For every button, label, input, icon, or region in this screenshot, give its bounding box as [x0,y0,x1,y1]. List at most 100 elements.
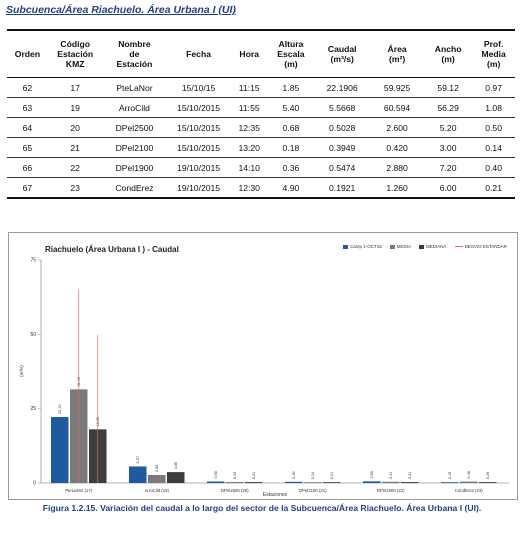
data-label: 0,39 [292,471,296,478]
data-label: 0,33 [233,472,237,479]
data-label: 0,19 [448,472,452,479]
data-label: 31,49 [77,377,81,387]
chart-bar [382,481,400,483]
col-header: Área (m²) [370,29,424,78]
chart-title: Riachuelo (Área Urbana I ) - Caudal [45,245,179,254]
table-cell: 67 [7,177,48,199]
table-cell: 15/10/2015 [166,117,231,138]
legend-label: MEDIA [396,244,412,249]
col-header: Nombre de Estación [102,29,167,78]
y-tick-label: 25 [30,406,36,412]
data-label: 5,57 [136,456,140,463]
legend-label: MEDIANA [426,244,447,249]
table-cell: 0.420 [370,137,424,158]
table-cell: 56.29 [423,97,473,118]
data-label: 0,31 [252,472,256,479]
table-cell: PteLaNor [102,77,167,98]
chart-bar [207,481,225,483]
table-row: 65 21 DPel2100 15/10/2015 13:20 0.18 0.3… [7,137,515,158]
data-label: 0,21 [330,472,334,479]
y-tick-label: 50 [30,332,36,338]
table-cell: 0.21 [472,177,515,199]
data-label: 0,50 [214,471,218,478]
legend-item: Camp 1-OCT15 [343,244,382,249]
table-cell: 14:10 [230,157,268,178]
col-header: Hora [230,29,268,78]
x-tick-label: DPel2500 (20) [221,488,249,493]
table-row: 63 19 ArroCild 15/10/2015 11:55 5.40 5.5… [7,97,515,118]
table-cell: 13:20 [230,137,268,158]
data-label: 0,31 [408,472,412,479]
table-cell: 64 [7,117,48,138]
table-cell: 11:15 [230,77,268,98]
chart-bar [148,475,166,483]
table-cell: 59.12 [423,77,473,98]
table-cell: 19 [47,97,103,118]
y-tick-label: 75 [30,258,36,264]
table-cell: 3.00 [423,137,473,158]
data-label: 0,55 [370,471,374,478]
table-cell: 7.20 [423,157,473,178]
legend-swatch [454,246,463,247]
table-cell: 0.5474 [314,157,371,178]
table-cell: 22 [47,157,103,178]
table-row: 64 20 DPel2500 15/10/2015 12:35 0.68 0.5… [7,117,515,138]
table-cell: 17 [47,77,103,98]
table-cell: 21 [47,137,103,158]
table-cell: 0.5028 [314,117,371,138]
table-cell: 23 [47,177,103,199]
chart-bar [285,481,303,483]
table-cell: 4.90 [267,177,315,199]
chart-bar [323,482,341,483]
data-label: 0,48 [467,471,471,478]
table-cell: DPel2500 [102,117,167,138]
chart-bar [441,482,459,483]
x-tick-label: ArroCild (19) [145,488,170,493]
table-cell: DPel2100 [102,137,167,158]
table-cell: 2.600 [370,117,424,138]
table-cell: 0.36 [267,157,315,178]
table-cell: 5.5668 [314,97,371,118]
table-cell: 1.08 [472,97,515,118]
table-cell: 0.40 [472,157,515,178]
x-tick-label: PteLaNor (17) [65,488,93,493]
data-table: Orden Código Estación KMZ Nombre de Estación… [7,29,515,199]
chart-bar [460,481,478,483]
table-cell: 22.1906 [314,77,371,98]
chart-bar [479,482,497,483]
chart-legend: Camp 1-OCT15 MEDIA MEDIANA DESVIO ESTAND… [343,244,507,249]
table-cell: 15/10/15 [166,77,231,98]
data-label: 0,41 [389,471,393,478]
table-cell: 1.260 [370,177,424,199]
table-cell: 66 [7,157,48,178]
data-label: 18,05 [96,417,100,427]
x-axis-label: Estaciones [263,492,288,498]
data-label: 0,29 [486,472,490,479]
col-header: Código Estación KMZ [47,29,103,78]
chart-container: Riachuelo (Área Urbana I ) - Caudal Camp… [8,232,518,500]
section-title: Subcuenca/Área Riachuelo. Área Urbana I … [6,4,236,16]
table-cell: 6.00 [423,177,473,199]
table-cell: 5.40 [267,97,315,118]
col-header: Caudal (m³/s) [314,29,371,78]
table-row: 67 23 CondErez 19/10/2015 12:30 4.90 0.1… [7,177,515,199]
table-cell: 19/10/2015 [166,157,231,178]
table-cell: 0.97 [472,77,515,98]
table-cell: 1.85 [267,77,315,98]
table-cell: 60.594 [370,97,424,118]
data-label: 22,19 [58,405,62,415]
col-header: Fecha [166,29,231,78]
data-label: 3,66 [174,462,178,469]
table-cell: 20 [47,117,103,138]
x-tick-label: CondErez (23) [455,488,484,493]
legend-swatch [419,244,425,249]
legend-item: DESVIO ESTANDAR [454,244,507,249]
chart-plot: 0 25 50 75 (m³/s) Estaciones 22,19 31,49 18,05 Pt… [19,258,509,498]
table-cell: 11:55 [230,97,268,118]
table-cell: ArroCild [102,97,167,118]
chart-bar [363,481,381,483]
table-cell: 0.14 [472,137,515,158]
legend-swatch [389,244,395,249]
chart-bar [401,482,419,483]
figure-caption: Figura 1.2.15. Variación del caudal a lo… [42,503,482,513]
